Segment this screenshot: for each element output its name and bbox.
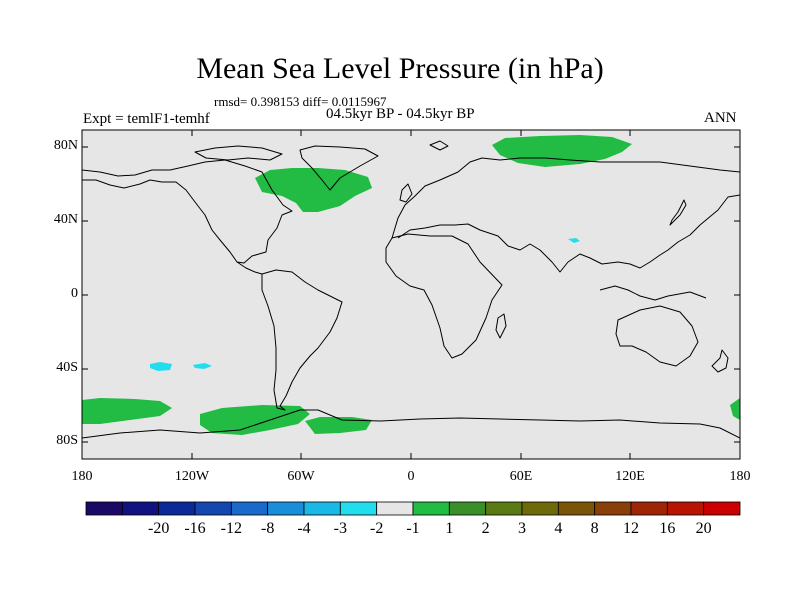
- colorbar-label: -3: [333, 520, 347, 537]
- positive-region-southern-pacific-west: [82, 398, 172, 424]
- colorbar-swatch: [448, 501, 487, 516]
- africa-coast: [385, 233, 503, 359]
- negative-region-south-asia: [568, 238, 580, 243]
- lon-label-60w: 60W: [287, 469, 315, 484]
- europe-asia-coast: [391, 157, 740, 273]
- antarctica-coast: [82, 409, 740, 439]
- svalbard-coast: [429, 140, 449, 151]
- colorbar-label: -20: [147, 520, 170, 537]
- lat-label-80n: 80N: [53, 138, 78, 153]
- positive-region-weddell-sea: [305, 417, 372, 434]
- colorbar-swatch: [303, 501, 341, 516]
- colorbar-swatch: [630, 501, 668, 516]
- greenland-coast: [299, 145, 379, 191]
- colorbar-label: -4: [297, 520, 311, 537]
- season-label: ANN: [704, 110, 737, 126]
- experiment-label: Expt = temlF1-temhf: [83, 111, 210, 127]
- lon-label-60e: 60E: [509, 469, 533, 484]
- colorbar-label: 20: [695, 520, 712, 537]
- colorbar-swatch: [521, 501, 559, 516]
- map-background: [82, 130, 740, 459]
- indonesia-coast: [599, 285, 707, 301]
- axis-ticks: [81, 130, 741, 459]
- period-label: 04.5kyr BP - 04.5kyr BP: [326, 106, 475, 122]
- lon-label-0: 0: [407, 469, 415, 484]
- japan-coast: [669, 199, 687, 226]
- colorbar-swatch: [121, 501, 160, 516]
- south-america-coast: [261, 269, 343, 411]
- rmsd-diff-stats: rmsd= 0.398153 diff= 0.0115967: [214, 94, 387, 109]
- colorbar-label: -16: [184, 520, 206, 537]
- colorbar-label: 8: [590, 520, 599, 537]
- australia-coast: [615, 305, 699, 367]
- colorbar-label: 1: [445, 520, 454, 537]
- madagascar-coast: [495, 313, 507, 339]
- colorbar-swatch: [85, 501, 123, 516]
- colorbar-swatch: [703, 501, 741, 516]
- colorbar-label: -1: [406, 520, 420, 537]
- colorbar-swatch: [158, 501, 196, 516]
- lat-label-40n: 40N: [53, 212, 78, 227]
- positive-region-north-atlantic: [255, 168, 372, 212]
- anomaly-regions: [82, 135, 740, 435]
- lat-label-80s: 80S: [56, 433, 78, 448]
- colorbar-swatch: [557, 501, 596, 516]
- lon-label-120e: 120E: [615, 469, 645, 484]
- lon-label-120w: 120W: [174, 469, 210, 484]
- colorbar-label: -8: [260, 520, 275, 537]
- colorbar-label: -2: [369, 520, 384, 537]
- map-title: Mean Sea Level Pressure (in hPa): [196, 52, 604, 85]
- colorbar-swatch: [412, 501, 450, 516]
- lat-label-eq: 0: [71, 286, 78, 301]
- colorbar-swatch: [339, 501, 378, 516]
- colorbar-swatch: [485, 501, 523, 516]
- negative-region-south-pacific-1: [150, 362, 172, 371]
- coastlines: [82, 140, 740, 439]
- colorbar-label: -12: [220, 520, 242, 537]
- north-america-coast: [82, 159, 293, 264]
- colorbar-swatch: [594, 501, 632, 516]
- colorbar: [85, 501, 741, 516]
- positive-region-siberia: [492, 135, 632, 167]
- lat-label-40s: 40S: [56, 360, 78, 375]
- positive-region-dateline-east: [730, 398, 740, 420]
- colorbar-swatch: [267, 501, 305, 516]
- colorbar-swatch: [194, 501, 232, 516]
- colorbar-label: 16: [659, 520, 676, 537]
- lon-label-180w: 180: [71, 469, 93, 484]
- new-zealand-coast: [711, 349, 729, 373]
- colorbar-label: 3: [518, 520, 526, 537]
- negative-region-south-pacific-2: [193, 363, 212, 369]
- colorbar-swatch: [230, 501, 269, 516]
- uk-coast: [399, 183, 413, 203]
- positive-region-amundsen-sea: [200, 405, 310, 435]
- colorbar-swatch: [666, 501, 705, 516]
- central-america-coast: [236, 261, 263, 275]
- arctic-archipelago-coast: [194, 145, 283, 161]
- colorbar-label: 12: [623, 520, 639, 537]
- colorbar-swatch: [376, 501, 414, 516]
- lon-label-180e: 180: [729, 469, 751, 484]
- colorbar-label: 2: [481, 520, 490, 537]
- colorbar-label: 4: [554, 520, 563, 537]
